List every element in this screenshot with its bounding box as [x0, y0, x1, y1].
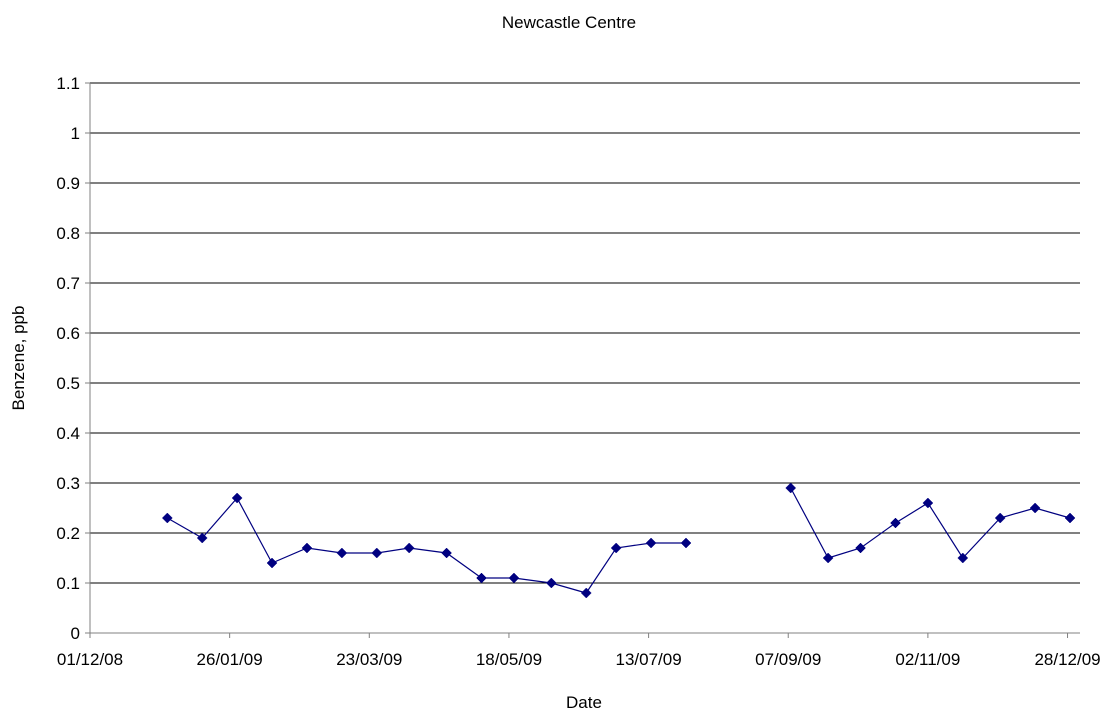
y-tick-label: 0.6	[56, 324, 80, 343]
y-tick-label: 1	[71, 124, 80, 143]
y-tick-label: 0.4	[56, 424, 80, 443]
y-tick-label: 1.1	[56, 74, 80, 93]
data-point	[922, 497, 934, 509]
x-tick-label: 13/07/09	[615, 650, 681, 669]
data-point	[441, 547, 452, 559]
x-tick-label: 26/01/09	[197, 650, 263, 669]
grid-lines	[90, 82, 1080, 584]
data-point	[371, 547, 383, 559]
y-tick-label: 0.3	[56, 474, 80, 493]
x-tick-label: 07/09/09	[755, 650, 821, 669]
data-point	[1064, 512, 1076, 524]
data-point	[994, 512, 1006, 524]
y-tick-label: 0.1	[56, 574, 80, 593]
data-point	[403, 542, 415, 554]
x-tick-label: 18/05/09	[476, 650, 542, 669]
data-point	[785, 482, 797, 494]
data-point	[196, 532, 208, 544]
x-tick-label: 01/12/08	[57, 650, 123, 669]
data-point	[610, 542, 622, 554]
x-tick-labels: 01/12/08 26/01/09 23/03/09 18/05/09 13/07/09…	[57, 650, 1101, 669]
chart-title: Newcastle Centre	[502, 13, 636, 32]
data-point	[545, 577, 557, 589]
y-tick-label: 0.9	[56, 174, 80, 193]
data-point	[890, 517, 901, 529]
x-tick-label: 02/11/09	[895, 650, 960, 669]
series-line	[790, 487, 1071, 559]
data-point	[266, 557, 278, 569]
y-tick-label: 0.2	[56, 524, 80, 543]
series	[161, 482, 1076, 599]
x-axis-label: Date	[566, 693, 602, 712]
data-point	[301, 542, 313, 554]
x-tick-label: 23/03/09	[336, 650, 402, 669]
data-point	[822, 552, 834, 564]
y-axis-label: Benzene, ppb	[9, 306, 28, 411]
series-line	[167, 496, 686, 594]
data-point	[855, 542, 866, 554]
y-tick-label: 0.7	[56, 274, 80, 293]
data-point	[161, 512, 173, 524]
data-point	[957, 552, 969, 564]
data-point	[580, 587, 592, 599]
y-tick-label: 0	[71, 624, 80, 643]
data-point	[231, 492, 243, 504]
axes	[85, 82, 1080, 638]
data-point	[680, 537, 692, 549]
y-tick-label: 0.8	[56, 224, 80, 243]
x-tick-label: 28/12/09	[1034, 650, 1100, 669]
y-tick-label: 0.5	[56, 374, 80, 393]
data-point	[645, 537, 657, 549]
y-tick-labels: 0 0.1 0.2 0.3 0.4 0.5 0.6 0.7 0.8 0.9 1 1.1	[56, 74, 80, 643]
data-point	[508, 572, 520, 584]
data-point	[1029, 502, 1041, 514]
data-point	[476, 572, 487, 584]
data-point	[336, 547, 348, 559]
